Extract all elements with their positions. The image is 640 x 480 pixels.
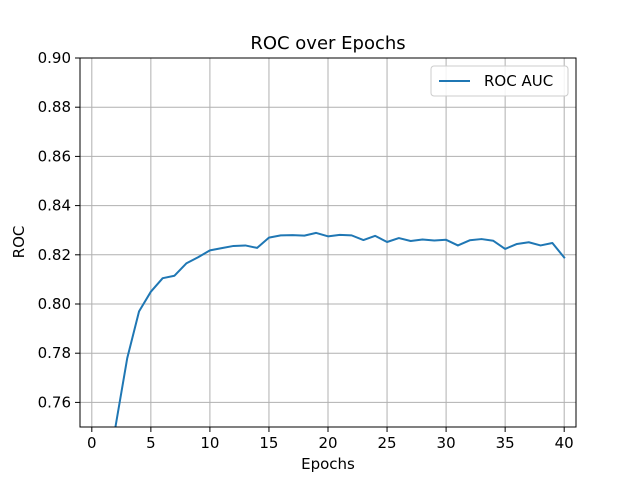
y-tick-label: 0.88: [38, 98, 71, 116]
x-tick-label: 25: [378, 434, 397, 452]
x-tick-label: 35: [496, 434, 515, 452]
y-tick-label: 0.90: [38, 49, 71, 67]
chart-title: ROC over Epochs: [250, 33, 405, 54]
x-axis-label: Epochs: [301, 455, 355, 473]
y-tick-label: 0.82: [38, 246, 71, 264]
y-tick-label: 0.86: [38, 147, 71, 165]
x-tick-label: 30: [437, 434, 456, 452]
grid-lines: [80, 57, 576, 427]
legend: ROC AUC: [430, 65, 569, 97]
y-tick-label: 0.84: [38, 197, 71, 215]
x-tick-label: 40: [555, 434, 574, 452]
y-tick-label: 0.80: [38, 295, 71, 313]
y-axis-ticks: 0.76 0.78 0.80 0.82 0.84 0.86 0.88 0.90: [38, 49, 80, 411]
legend-frame: [430, 65, 569, 97]
series-layer: [114, 231, 566, 427]
x-tick-label: 20: [318, 434, 337, 452]
series-line-roc-auc: [114, 231, 566, 427]
x-tick-label: 10: [200, 434, 219, 452]
legend-label-roc-auc: ROC AUC: [484, 72, 553, 90]
y-tick-label: 0.76: [38, 393, 71, 411]
x-tick-label: 15: [259, 434, 278, 452]
x-tick-label: 0: [87, 434, 97, 452]
y-tick-label: 0.78: [38, 344, 71, 362]
y-axis-label: ROC: [10, 226, 28, 259]
x-axis-ticks: 0 5 10 15 20 25 30 35 40: [87, 427, 574, 452]
x-tick-label: 5: [146, 434, 156, 452]
